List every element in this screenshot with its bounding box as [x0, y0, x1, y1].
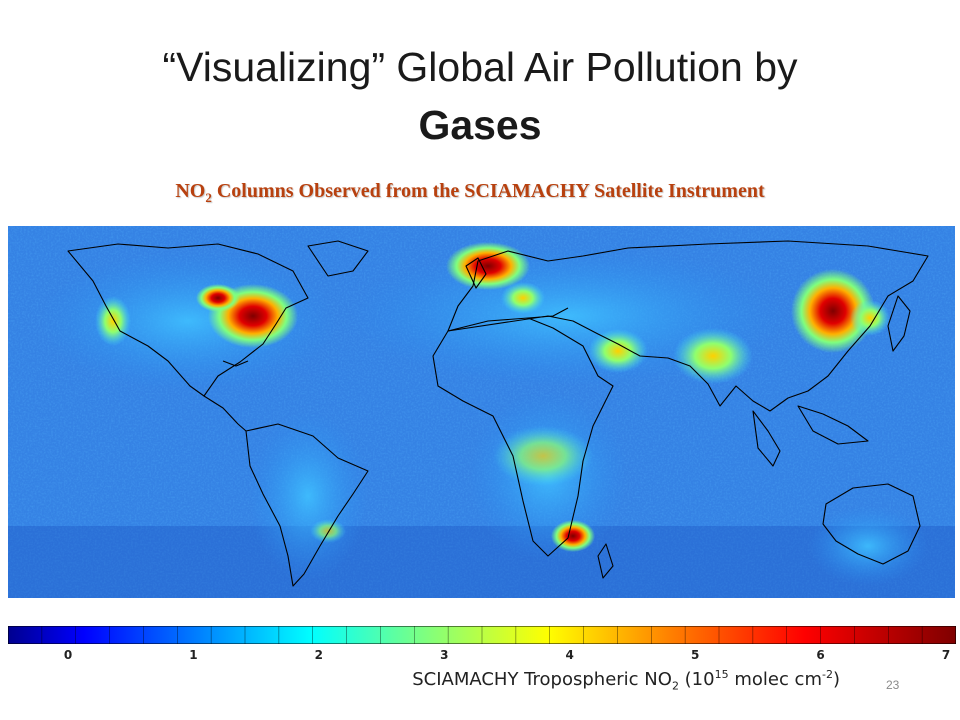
cb-label-text: SCIAMACHY Tropospheric NO [412, 669, 672, 690]
colorbar-tick-6: 6 [816, 648, 825, 662]
cb-label-unit: molec cm [728, 669, 822, 690]
colorbar-tick-1: 1 [189, 648, 198, 662]
cb-label-sub: 2 [671, 679, 679, 693]
coastlines [67, 240, 929, 587]
colorbar [8, 626, 956, 644]
colorbar-label: SCIAMACHY Tropospheric NO2 (1015 molec c… [0, 668, 840, 693]
no2-world-map [8, 226, 955, 598]
colorbar-tick-0: 0 [63, 648, 73, 662]
slide-title: “Visualizing” Global Air Pollution by Ga… [0, 38, 960, 154]
colorbar-tick-4: 4 [565, 648, 574, 662]
colorbar-ticks: 0 1 2 3 4 5 6 7 [8, 648, 956, 664]
cb-label-sup2: -2 [822, 668, 833, 681]
cb-label-sup: 15 [714, 668, 729, 681]
colorbar-tick-5: 5 [690, 648, 700, 662]
caption-text: Columns Observed from the SCIAMACHY Sate… [211, 180, 765, 202]
title-line-1: “Visualizing” Global Air Pollution by [162, 44, 798, 90]
colorbar-tick-3: 3 [440, 648, 449, 662]
map-caption: NO2 Columns Observed from the SCIAMACHY … [0, 180, 940, 206]
cb-label-mid: (10 [678, 669, 715, 690]
colorbar-tick-2: 2 [314, 648, 324, 662]
colorbar-tick-7: 7 [941, 648, 951, 662]
cb-label-end: ) [832, 669, 840, 690]
pollution-hotspots [95, 242, 890, 552]
title-line-2: Gases [418, 102, 542, 148]
caption-no: NO [175, 180, 206, 202]
caption-subscript: 2 [205, 190, 212, 205]
page-number: 23 [886, 678, 900, 692]
